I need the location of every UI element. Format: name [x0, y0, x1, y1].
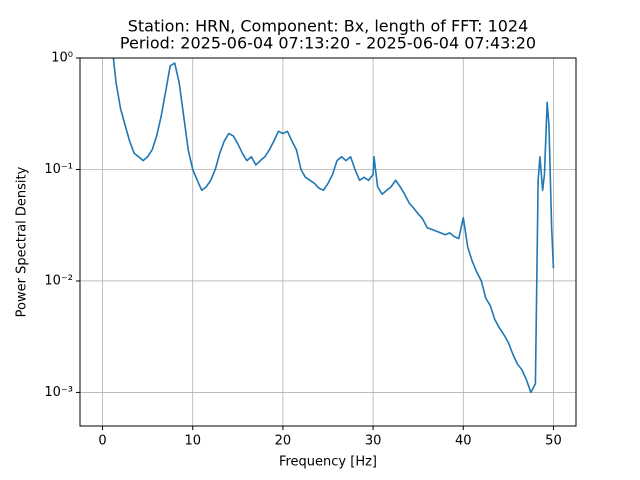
- axes-frame: [79, 57, 577, 427]
- x-tick-label: 0: [98, 434, 106, 449]
- y-tick-label: 10⁻³: [44, 385, 73, 400]
- chart-subtitle: Period: 2025-06-04 07:13:20 - 2025-06-04…: [120, 34, 536, 53]
- x-axis-label: Frequency [Hz]: [279, 455, 377, 470]
- x-tick-label: 30: [365, 434, 382, 449]
- x-tick-label: 50: [545, 434, 562, 449]
- y-tick-label: 10⁻¹: [44, 162, 73, 177]
- chart-title: Station: HRN, Component: Bx, length of F…: [128, 17, 529, 36]
- x-tick-label: 20: [275, 434, 292, 449]
- ticks: 0 10 20 30 40 50 10⁻³ 10⁻² 10⁻¹ 10⁰: [44, 51, 561, 449]
- data-line: [112, 58, 555, 394]
- plot-area: [112, 58, 555, 394]
- y-tick-label: 10⁰: [51, 51, 73, 66]
- y-axis-label: Power Spectral Density: [15, 166, 30, 317]
- x-tick-label: 40: [455, 434, 472, 449]
- x-tick-label: 10: [184, 434, 201, 449]
- y-tick-label: 10⁻²: [44, 273, 73, 288]
